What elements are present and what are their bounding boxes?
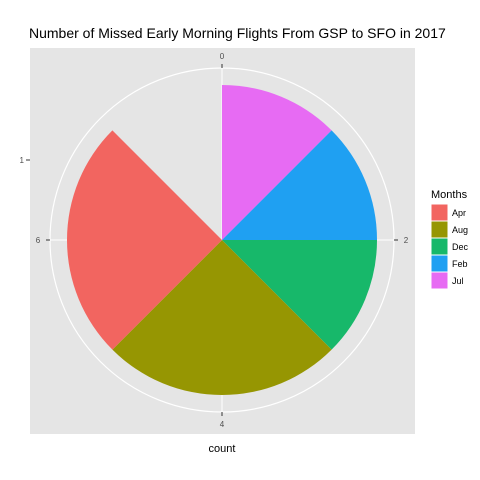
pie-slice-dec bbox=[222, 240, 377, 350]
angle-tick-label: 0 bbox=[220, 52, 225, 61]
chart-title: Number of Missed Early Morning Flights F… bbox=[29, 25, 446, 41]
legend-item: Feb bbox=[430, 254, 468, 273]
legend-key-jul bbox=[430, 271, 449, 290]
angle-tick-label: 6 bbox=[36, 236, 41, 245]
legend-item: Aug bbox=[430, 220, 468, 239]
legend-label: Dec bbox=[452, 242, 469, 252]
legend-key-apr bbox=[430, 203, 449, 222]
legend-title: Months bbox=[431, 189, 468, 201]
x-axis-label: count bbox=[209, 443, 236, 455]
radius-tick-label: 1 bbox=[20, 156, 25, 165]
pie-slice-apr bbox=[67, 130, 222, 350]
legend-key-dec bbox=[430, 237, 449, 256]
pie-slice-jul bbox=[222, 85, 332, 240]
legend: Months Apr Aug Dec Feb Jul bbox=[430, 189, 469, 290]
legend-label: Jul bbox=[452, 276, 464, 286]
legend-label: Aug bbox=[452, 225, 468, 235]
legend-label: Feb bbox=[452, 259, 468, 269]
legend-key-aug bbox=[430, 220, 449, 239]
legend-key-feb bbox=[430, 254, 449, 273]
angle-tick-label: 4 bbox=[220, 420, 225, 429]
legend-label: Apr bbox=[452, 208, 466, 218]
pie-slice-feb bbox=[222, 130, 377, 240]
legend-item: Jul bbox=[430, 271, 464, 290]
pie-slices bbox=[67, 85, 377, 395]
pie-slice-aug bbox=[112, 240, 332, 395]
radius-axis: 1 bbox=[20, 156, 30, 165]
angle-tick-label: 2 bbox=[404, 236, 409, 245]
angle-ticks: 0 2 4 6 bbox=[36, 52, 409, 429]
